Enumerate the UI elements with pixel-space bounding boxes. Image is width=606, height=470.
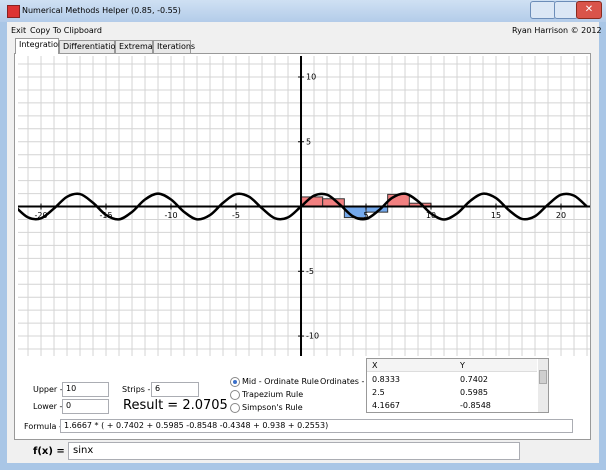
- table-header: [367, 359, 537, 372]
- table-cell: 0.5985: [460, 388, 488, 397]
- x-tick-label: -5: [232, 211, 240, 220]
- formula-label: Formula -: [24, 422, 62, 431]
- lower-input[interactable]: 0: [62, 399, 109, 414]
- menu-item[interactable]: Exit: [11, 26, 27, 35]
- x-tick-label: -20: [34, 211, 47, 220]
- strips-input[interactable]: 6: [151, 382, 199, 397]
- x-tick-label: -10: [164, 211, 177, 220]
- table-cell: -0.8548: [460, 401, 491, 410]
- input-label: Upper -: [33, 385, 63, 394]
- x-tick-label: 20: [556, 211, 566, 220]
- table-cell: 0.8333: [372, 375, 400, 384]
- column-header: Y: [460, 361, 465, 370]
- tab[interactable]: Iterations: [153, 40, 195, 53]
- menu-item[interactable]: Copy To Clipboard: [30, 26, 103, 35]
- tab[interactable]: Integration: [15, 38, 63, 54]
- result: Result = 2.0705: [123, 398, 228, 413]
- x-tick-label: 15: [491, 211, 501, 220]
- y-tick-label: 10: [306, 72, 316, 81]
- maximize-button[interactable]: [554, 1, 578, 19]
- ordinates-label: Ordinates -: [320, 377, 365, 386]
- strip: [387, 193, 410, 208]
- x-tick-label: 5: [363, 211, 368, 220]
- close-button[interactable]: ✕: [576, 1, 602, 19]
- table-cell: 4.1667: [372, 401, 400, 410]
- table-cell: 2.5: [372, 388, 385, 397]
- credit: Ryan Harrison © 2012: [512, 26, 602, 35]
- tab[interactable]: Extrema: [115, 40, 153, 53]
- formula-box: 1.6667 * ( + 0.7402 + 0.5985 -0.8548 -0.…: [60, 419, 573, 433]
- radio-label: Trapezium Rule: [242, 390, 304, 399]
- y-tick-label: -10: [306, 332, 319, 341]
- y-tick-label: 5: [306, 137, 311, 146]
- title-bar: [0, 0, 606, 22]
- x-tick-label: 10: [426, 211, 436, 220]
- radio-button[interactable]: [230, 390, 240, 400]
- y-tick-label: -5: [306, 267, 314, 276]
- input-label: Lower -: [33, 402, 63, 411]
- scrollbar[interactable]: [538, 359, 548, 412]
- fx-input[interactable]: sinx: [68, 442, 520, 460]
- column-header: X: [372, 361, 378, 370]
- upper-input[interactable]: 10: [62, 382, 109, 397]
- window-title: Numerical Methods Helper (0.85, -0.55): [22, 6, 181, 15]
- function-curve: [18, 192, 588, 221]
- tab[interactable]: Differentiation: [59, 40, 121, 53]
- radio-label: Simpson's Rule: [242, 403, 303, 412]
- fx-label: f(x) =: [33, 446, 65, 457]
- table-cell: 0.7402: [460, 375, 488, 384]
- radio-label: Mid - Ordinate Rule: [242, 377, 319, 386]
- scroll-thumb[interactable]: [539, 370, 547, 384]
- input-label: Strips -: [122, 385, 151, 394]
- minimize-button[interactable]: [530, 1, 556, 19]
- radio-button[interactable]: [230, 377, 240, 387]
- radio-button[interactable]: [230, 403, 240, 413]
- app-icon: [7, 5, 20, 18]
